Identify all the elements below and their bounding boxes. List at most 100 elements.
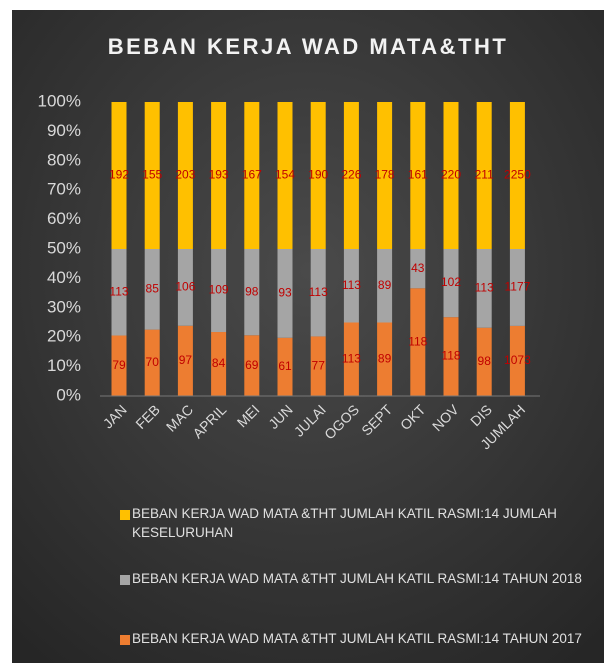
bar-segment (410, 288, 426, 396)
bar-segment (476, 249, 492, 328)
bar-segment (443, 317, 459, 396)
bar-segment (144, 329, 160, 396)
data-label: 155 (142, 168, 162, 182)
y-tick-label: 90% (47, 121, 81, 140)
bar-segment (410, 102, 426, 249)
bar-segment (211, 102, 227, 249)
bar-segment (144, 102, 160, 249)
bar-segment (343, 322, 359, 396)
bar-segment (377, 249, 393, 323)
data-label: 70 (146, 355, 160, 369)
data-label: 226 (341, 168, 361, 182)
y-tick-label: 10% (47, 356, 81, 375)
data-label: 113 (309, 285, 328, 299)
bar-segment (310, 102, 326, 249)
bar-segment (277, 337, 293, 396)
bar-segment (443, 249, 459, 318)
data-label: 203 (175, 168, 195, 182)
legend-label: BEBAN KERJA WAD MATA &THT JUMLAH KATIL R… (132, 506, 557, 540)
bar-segment (476, 102, 492, 249)
bar-segment (509, 249, 525, 326)
chart-title: BEBAN KERJA WAD MATA&THT (108, 34, 509, 59)
y-tick-label: 60% (47, 209, 81, 228)
data-label: 113 (342, 278, 361, 292)
data-label: 154 (275, 168, 295, 182)
data-label: 106 (175, 280, 195, 294)
chart-background (12, 10, 604, 663)
data-label: 211 (475, 168, 494, 182)
legend-item: BEBAN KERJA WAD MATA &THT JUMLAH KATIL R… (132, 631, 582, 646)
data-label: 113 (475, 281, 494, 295)
bar-segment (509, 325, 525, 396)
data-label: 2250 (504, 168, 531, 182)
data-label: 1073 (504, 353, 531, 367)
data-label: 69 (245, 358, 259, 372)
data-label: 77 (312, 358, 326, 372)
legend-item: BEBAN KERJA WAD MATA &THT JUMLAH KATIL R… (132, 571, 582, 586)
data-label: 79 (112, 358, 126, 372)
data-label: 118 (408, 334, 427, 348)
data-label: 98 (478, 354, 492, 368)
bar-segment (277, 249, 293, 338)
bar-segment (410, 249, 426, 289)
data-label: 113 (109, 284, 128, 298)
bar-segment (144, 249, 160, 330)
data-label: 161 (408, 168, 428, 182)
bar-segment (177, 249, 193, 326)
legend-swatch (120, 635, 130, 645)
bar-segment (244, 102, 260, 249)
bar-segment (211, 249, 227, 333)
y-tick-label: 40% (47, 268, 81, 287)
y-tick-label: 80% (47, 150, 81, 169)
data-label: 97 (179, 353, 193, 367)
bar-segment (377, 322, 393, 396)
data-label: 98 (245, 284, 259, 298)
bar-segment (211, 332, 227, 396)
bar-segment (377, 102, 393, 249)
legend-swatch (120, 575, 130, 585)
y-tick-label: 30% (47, 297, 81, 316)
data-label: 113 (342, 351, 361, 365)
data-label: 167 (242, 168, 262, 182)
bar-segment (509, 102, 525, 249)
bar-segment (177, 102, 193, 249)
legend-label: BEBAN KERJA WAD MATA &THT JUMLAH KATIL R… (132, 571, 582, 586)
bar-segment (111, 102, 127, 249)
data-label: 192 (109, 168, 129, 182)
bar-segment (244, 249, 260, 336)
bar-segment (244, 335, 260, 396)
data-label: 93 (278, 286, 292, 300)
data-label: 220 (441, 168, 461, 182)
data-label: 109 (209, 283, 229, 297)
bar-segment (343, 249, 359, 323)
data-label: 84 (212, 356, 226, 370)
data-label: 89 (378, 278, 392, 292)
y-tick-label: 50% (47, 238, 81, 257)
bar-segment (443, 102, 459, 249)
data-label: 190 (308, 168, 328, 182)
y-tick-label: 100% (38, 91, 81, 110)
bar-segment (111, 249, 127, 336)
data-label: 43 (411, 261, 425, 275)
data-label: 89 (378, 351, 392, 365)
data-label: 61 (278, 359, 292, 373)
data-label: 193 (209, 168, 229, 182)
bar-segment (476, 327, 492, 396)
data-label: 102 (441, 275, 461, 289)
data-label: 118 (441, 349, 460, 363)
bar-segment (343, 102, 359, 249)
data-label: 85 (146, 281, 160, 295)
bar-segment (310, 336, 326, 396)
bar-segment (177, 325, 193, 396)
y-tick-label: 20% (47, 327, 81, 346)
legend-label: BEBAN KERJA WAD MATA &THT JUMLAH KATIL R… (132, 631, 582, 646)
y-tick-label: 70% (47, 180, 81, 199)
bar-segment (111, 335, 127, 396)
data-label: 1177 (504, 280, 530, 294)
legend-swatch (120, 510, 130, 520)
legend-item: BEBAN KERJA WAD MATA &THT JUMLAH KATIL R… (132, 506, 557, 540)
y-tick-label: 0% (56, 385, 81, 404)
data-label: 178 (375, 168, 395, 182)
bar-segment (277, 102, 293, 249)
